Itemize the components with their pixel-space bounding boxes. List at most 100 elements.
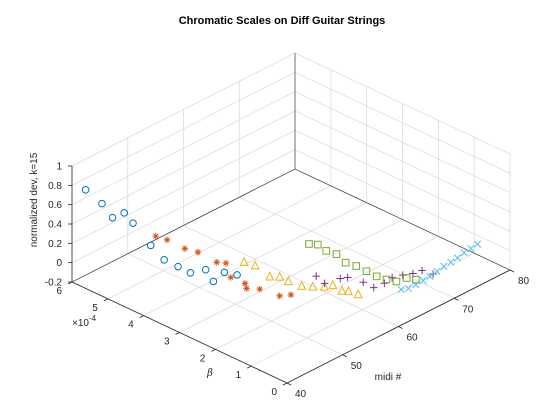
data-point-square xyxy=(352,262,361,270)
data-point-square xyxy=(402,274,411,282)
data-point-x xyxy=(440,262,448,270)
data-point-x xyxy=(412,280,420,289)
chart-title: Chromatic Scales on Diff Guitar Strings xyxy=(179,15,386,27)
data-point-x xyxy=(426,272,434,281)
y-tick-label: 1 xyxy=(236,370,242,381)
data-point-square xyxy=(382,275,391,284)
data-point-triangle xyxy=(265,271,275,281)
ticks-layer: 40 50 60 70 80 0 1 2 3 4 5 6-0.2 0 0.2 0.4 0.6 0.8 1 xyxy=(45,162,530,401)
data-point-triangle xyxy=(250,260,260,270)
data-point-circle xyxy=(220,268,229,277)
z-tick-label: 0 xyxy=(56,258,62,269)
x-tick-label: 80 xyxy=(518,276,530,287)
data-point-square xyxy=(392,277,401,286)
data-point-asterisk xyxy=(227,274,235,281)
x-tick-mark xyxy=(342,354,347,358)
data-point-triangle xyxy=(353,288,363,299)
x-tick-label: 60 xyxy=(407,333,419,344)
data-point-plus xyxy=(380,279,389,288)
data-point-asterisk xyxy=(243,285,250,292)
x-tick-label: 40 xyxy=(295,389,307,400)
data-point-x xyxy=(404,284,413,293)
z-tick-label: 0.2 xyxy=(48,239,62,250)
x-tick-mark xyxy=(398,326,403,329)
data-point-x xyxy=(447,258,455,266)
x-tick-label: 70 xyxy=(462,304,474,315)
data-point-circle xyxy=(146,241,155,250)
data-point-square xyxy=(305,240,313,248)
y-axis-exponent: ×10-4 xyxy=(72,314,97,329)
floor-gridline xyxy=(107,185,332,300)
y-tick-label: 4 xyxy=(128,320,134,331)
data-point-triangle xyxy=(274,271,285,281)
back-wall-gridline xyxy=(71,91,296,206)
floor-gridline xyxy=(215,235,439,350)
data-point-x xyxy=(453,254,462,262)
data-point-plus xyxy=(336,274,345,283)
data-point-asterisk xyxy=(222,259,230,267)
side-wall-gridline xyxy=(294,129,511,232)
data-point-circle xyxy=(160,255,169,264)
side-wall-gridline xyxy=(294,91,511,194)
points-layer xyxy=(81,185,482,300)
data-point-triangle xyxy=(319,281,330,291)
data-point-plus xyxy=(312,272,320,280)
data-point-plus xyxy=(359,278,368,287)
floor-gridline xyxy=(143,202,367,317)
data-point-triangle xyxy=(283,275,293,286)
floor-gridline xyxy=(179,219,403,333)
data-point-square xyxy=(372,272,381,281)
x-tick-mark xyxy=(286,382,292,386)
y-tick-mark xyxy=(103,298,109,302)
y-tick-mark xyxy=(246,365,252,369)
y-axis-exponent-base: ×10 xyxy=(72,318,89,329)
data-point-asterisk xyxy=(152,232,160,240)
data-point-asterisk xyxy=(276,292,283,300)
data-point-square xyxy=(341,258,350,267)
z-tick-label: 0.6 xyxy=(48,200,62,211)
z-tick-label: 0.8 xyxy=(48,181,62,192)
data-point-x xyxy=(473,240,482,248)
data-point-circle xyxy=(186,269,195,277)
z-tick-label: -0.2 xyxy=(45,278,63,289)
data-point-triangle xyxy=(308,281,318,291)
side-wall-gridline xyxy=(294,52,511,155)
z-axis-label: normalized dev, k=15 xyxy=(29,152,40,247)
data-point-x xyxy=(397,285,405,294)
back-wall-gridline xyxy=(71,52,296,167)
data-point-square xyxy=(322,247,331,255)
back-wall-gridline xyxy=(71,110,296,225)
x-axis-label: midi # xyxy=(375,372,402,383)
data-point-x xyxy=(467,244,475,253)
box-edge xyxy=(294,168,511,271)
data-point-triangle xyxy=(337,285,347,295)
data-point-asterisk xyxy=(287,291,295,299)
data-point-circle xyxy=(81,185,90,194)
data-point-x xyxy=(460,249,468,257)
y-tick-mark xyxy=(211,348,216,352)
x-tick-label: 50 xyxy=(351,361,363,372)
y-tick-mark xyxy=(175,332,180,335)
data-point-asterisk xyxy=(241,280,249,287)
y-tick-label: 3 xyxy=(164,337,170,348)
y-tick-mark xyxy=(139,315,144,319)
data-point-circle xyxy=(174,262,182,271)
data-point-square xyxy=(362,267,371,275)
data-point-triangle xyxy=(239,256,249,266)
data-point-circle xyxy=(108,213,117,222)
data-point-plus xyxy=(418,266,426,275)
data-point-triangle xyxy=(343,285,353,296)
back-wall-gridline xyxy=(71,129,296,244)
data-point-x xyxy=(433,267,441,276)
data-point-triangle xyxy=(297,280,307,290)
y-tick-mark xyxy=(282,382,288,386)
data-point-triangle xyxy=(328,279,338,290)
y-tick-label: 5 xyxy=(92,303,98,314)
axes-layer xyxy=(67,53,515,386)
data-point-square xyxy=(332,250,341,258)
x-tick-mark xyxy=(509,269,515,273)
data-point-asterisk xyxy=(181,245,189,252)
data-point-circle xyxy=(201,265,210,274)
data-point-asterisk xyxy=(256,285,263,293)
y-tick-label: 6 xyxy=(56,286,62,297)
